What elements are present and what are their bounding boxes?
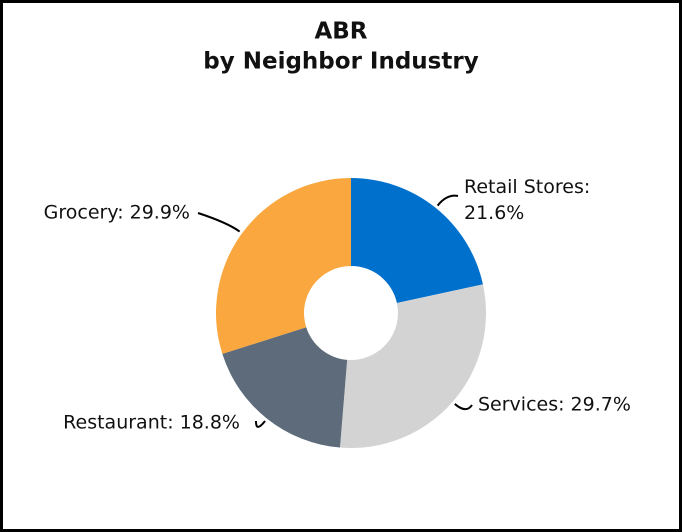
leader-line bbox=[454, 403, 473, 411]
chart-title: ABR bbox=[314, 19, 367, 45]
data-label-line: 21.6% bbox=[464, 202, 524, 224]
data-label: Restaurant: 18.8% bbox=[63, 412, 240, 434]
leader-line bbox=[254, 420, 266, 428]
leader-line bbox=[197, 212, 241, 233]
donut-slice bbox=[222, 327, 348, 448]
donut-slice bbox=[351, 178, 483, 304]
chart-subtitle: by Neighbor Industry bbox=[203, 49, 478, 75]
leader-line bbox=[436, 194, 459, 207]
data-label: Retail Stores: 21.6% bbox=[464, 176, 590, 224]
donut-slice bbox=[339, 284, 486, 448]
data-label-line: Retail Stores: bbox=[464, 176, 590, 198]
data-label: Grocery: 29.9% bbox=[44, 202, 190, 224]
donut-slice bbox=[216, 178, 351, 354]
data-label: Services: 29.7% bbox=[478, 394, 631, 416]
